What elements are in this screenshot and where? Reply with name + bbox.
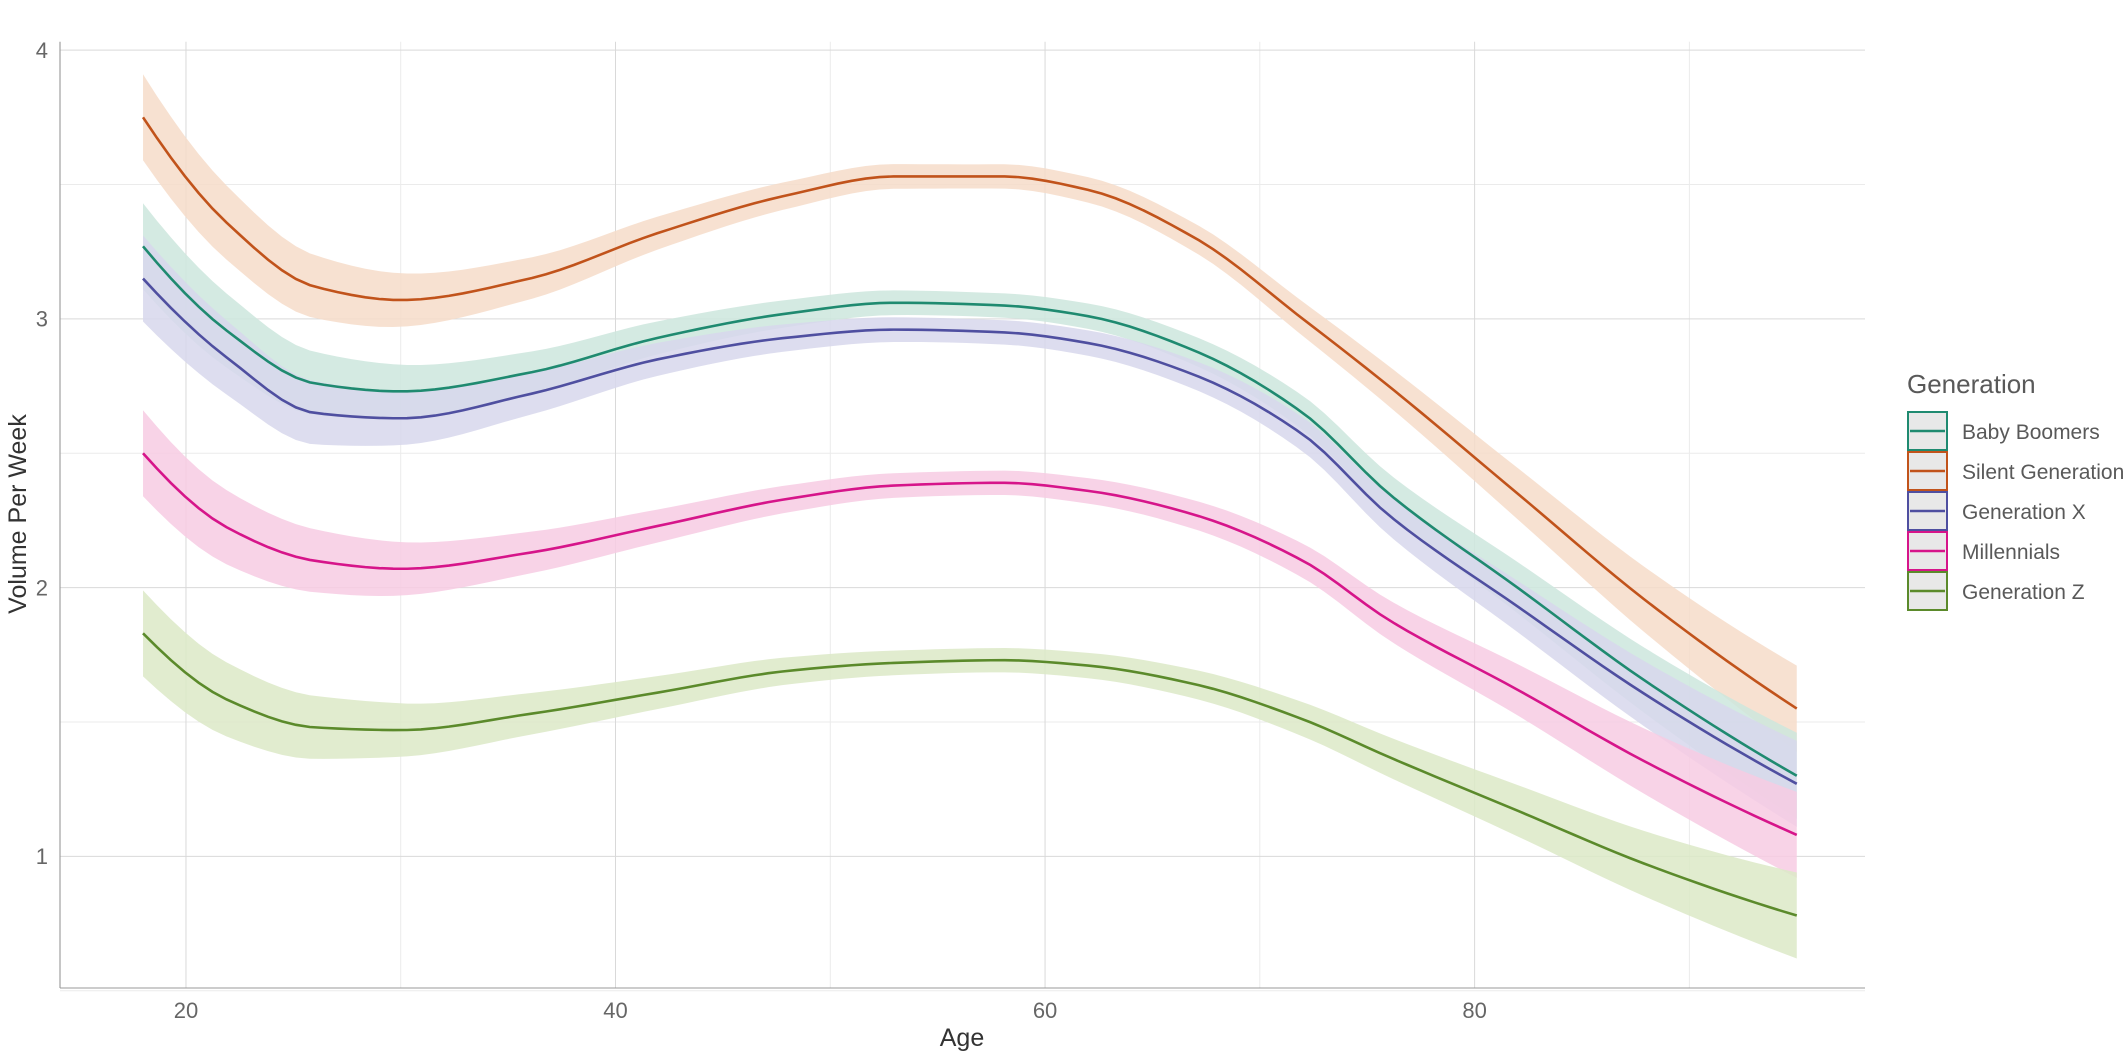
svg-text:Millennials: Millennials <box>1962 541 2060 564</box>
svg-text:20: 20 <box>174 998 198 1023</box>
svg-text:40: 40 <box>603 998 627 1023</box>
svg-text:1: 1 <box>36 844 48 869</box>
svg-text:Volume Per Week: Volume Per Week <box>4 414 32 614</box>
svg-text:Baby Boomers: Baby Boomers <box>1962 421 2100 444</box>
svg-text:80: 80 <box>1462 998 1486 1023</box>
svg-text:60: 60 <box>1033 998 1057 1023</box>
svg-text:Age: Age <box>940 1024 984 1052</box>
svg-text:2: 2 <box>36 575 48 600</box>
svg-text:Generation: Generation <box>1907 369 2036 399</box>
svg-text:Silent Generation: Silent Generation <box>1962 461 2124 484</box>
svg-text:3: 3 <box>36 307 48 332</box>
svg-text:4: 4 <box>36 38 48 63</box>
svg-text:Generation X: Generation X <box>1962 501 2086 524</box>
svg-text:Generation Z: Generation Z <box>1962 581 2085 604</box>
